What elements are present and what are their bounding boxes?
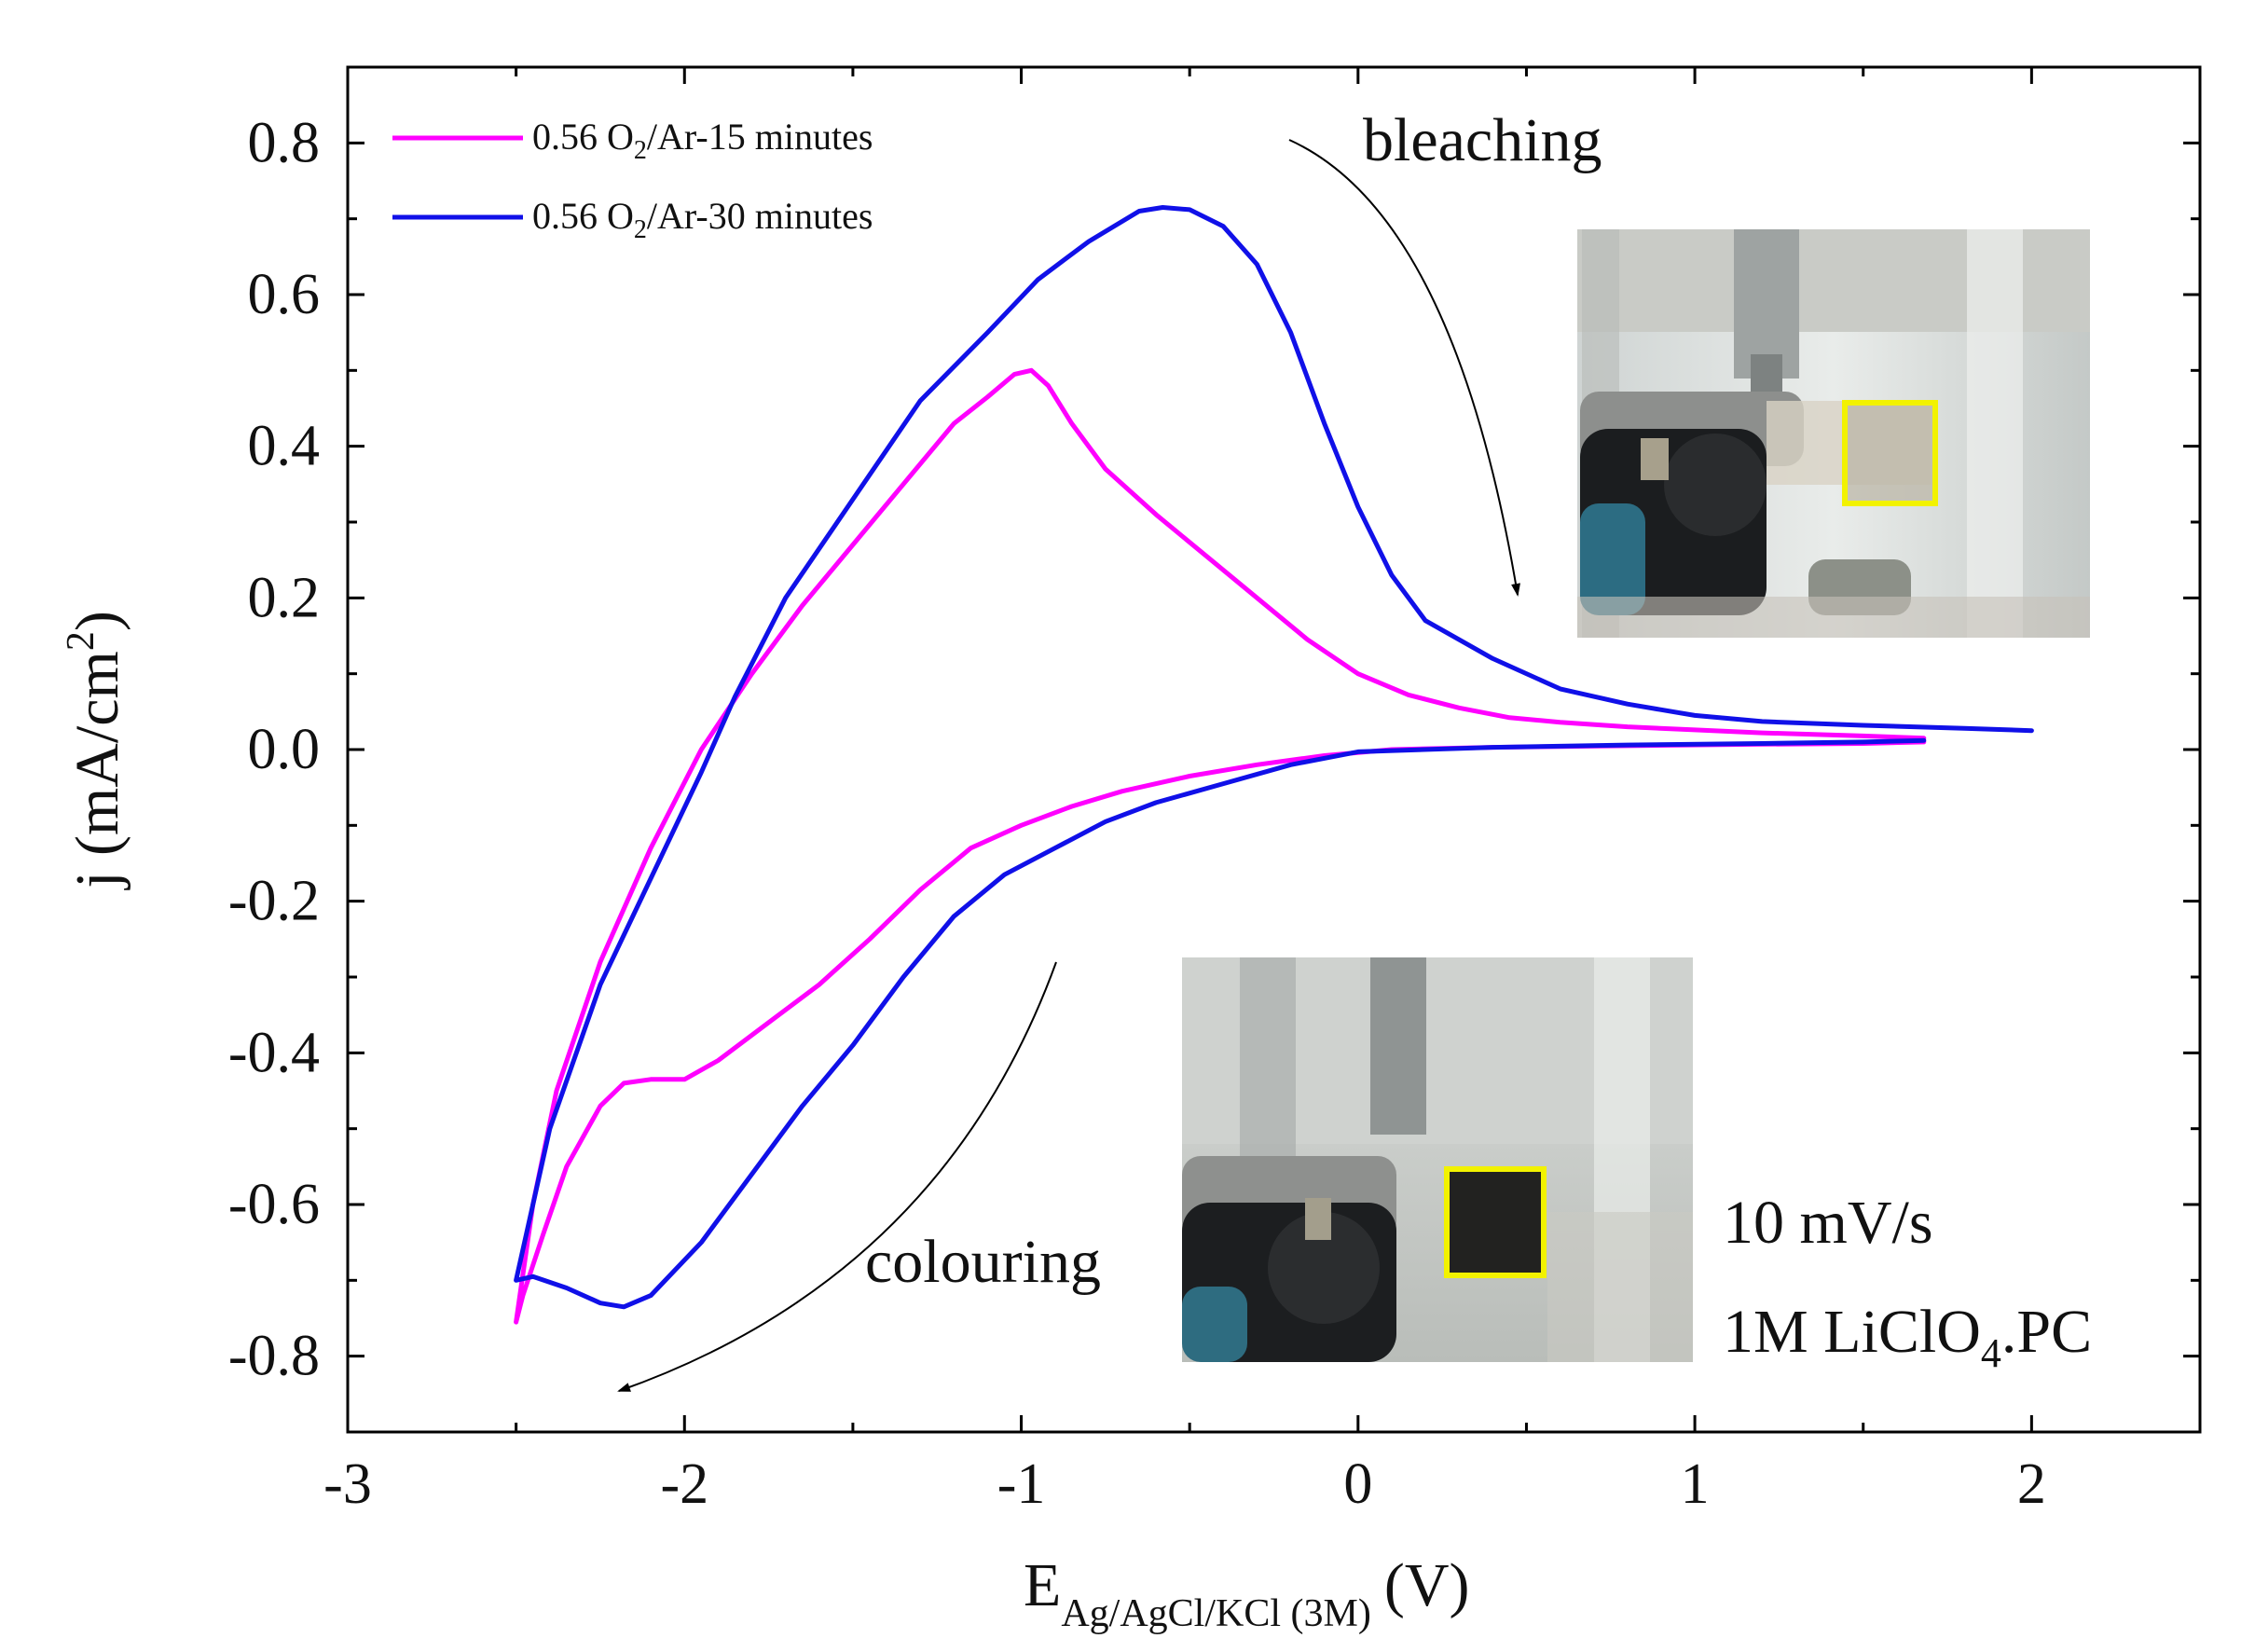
y-axis-label: j (mA/cm2) [60,611,131,890]
x-tick-label: -1 [997,1452,1046,1516]
x-tick-label: 0 [1343,1452,1372,1516]
x-tick-label: -2 [660,1452,708,1516]
data-series [514,205,2034,1325]
colouring-label: colouring [865,1228,1101,1296]
y-tick-label: 0.0 [248,718,321,781]
coloured-film-highlight-box [1444,1166,1547,1278]
y-tick-label: -0.2 [228,870,320,933]
y-tick-label: 0.4 [248,415,321,478]
y-tick-labels: 0.8 0.6 0.4 0.2 0.0 -0.2 -0.4 -0.6 -0.8 [228,111,320,1387]
y-tick-label: -0.4 [228,1021,320,1084]
y-tick-label: 0.2 [248,566,321,629]
x-tick-label: -3 [323,1452,372,1516]
y-tick-label: 0.8 [248,111,321,174]
y-tick-label: 0.6 [248,263,321,326]
legend-label-30min: 0.56 O2/Ar-30 minutes [532,195,873,244]
colouring-arrow [617,961,1057,1392]
bleached-film-highlight-box [1842,400,1938,506]
y-tick-label: -0.6 [228,1173,320,1236]
x-tick-labels: -3 -2 -1 0 1 2 [323,1452,2046,1516]
scan-rate-label: 10 mV/s [1723,1189,1933,1257]
x-tick-label: 2 [2017,1452,2046,1516]
y-tick-label: -0.8 [228,1325,320,1388]
legend: 0.56 O2/Ar-15 minutes 0.56 O2/Ar-30 minu… [392,116,873,244]
bleaching-label: bleaching [1363,106,1602,174]
coloured-electrode-photo [1182,957,1693,1362]
series-30-minutes-curve [514,205,2034,1310]
axis-ticks [346,65,2200,1434]
x-tick-label: 1 [1681,1452,1710,1516]
bleaching-arrow [1288,139,1520,597]
legend-label-15min: 0.56 O2/Ar-15 minutes [532,116,873,165]
x-axis-label: EAg/AgCl/KCl (3M) (V) [1024,1551,1469,1635]
bleached-electrode-photo [1577,229,2090,638]
electrolyte-label: 1M LiClO4.PC [1723,1298,2092,1376]
series-15-minutes-curve [514,367,1927,1325]
